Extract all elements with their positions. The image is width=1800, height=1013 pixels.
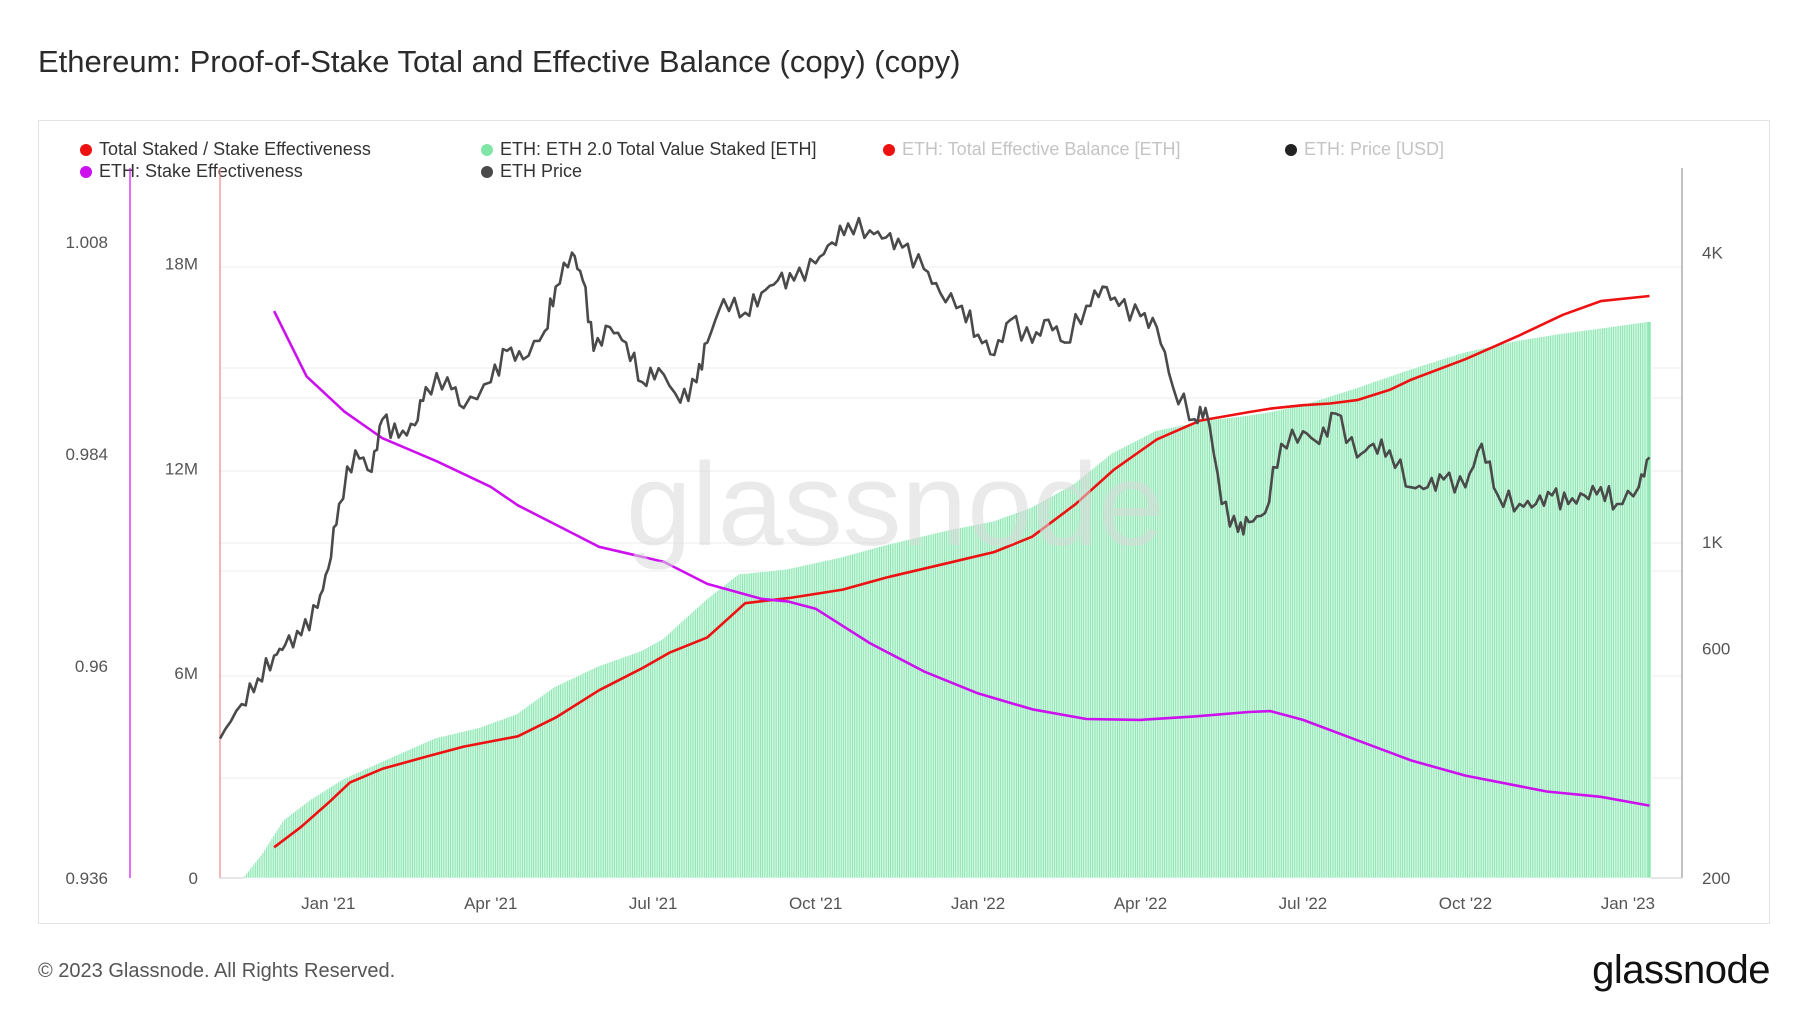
stake-effectiveness-line — [272, 310, 1650, 807]
x-tick-label: Jan '23 — [1601, 894, 1655, 913]
legend-dot-total-staked — [80, 144, 92, 156]
legend-dot-total-value-staked — [481, 144, 493, 156]
effective-balance-line — [273, 294, 1650, 849]
effectiveness-tick-label: 0.984 — [65, 445, 108, 464]
staked-tick-label: 0 — [189, 869, 198, 888]
price-tick-label: 200 — [1702, 869, 1730, 888]
eth-price-line — [218, 216, 1651, 740]
legend-item-total-staked[interactable]: Total Staked / Stake Effectiveness — [80, 139, 371, 160]
legend-item-total-value-staked[interactable]: ETH: ETH 2.0 Total Value Staked [ETH] — [481, 139, 816, 160]
price-tick-label: 1K — [1702, 533, 1723, 552]
legend-dot-stake-effectiveness — [80, 166, 92, 178]
staked-tick-label: 12M — [165, 459, 198, 478]
legend-item-total-effective-balance[interactable]: ETH: Total Effective Balance [ETH] — [883, 139, 1180, 160]
legend-label: ETH Price — [500, 161, 583, 181]
x-tick-label: Oct '22 — [1439, 894, 1492, 913]
staked-bar — [1646, 321, 1652, 879]
legend-label: ETH: ETH 2.0 Total Value Staked [ETH] — [500, 139, 817, 159]
chart-panel — [38, 120, 1770, 924]
legend-label: ETH: Price [USD] — [1304, 139, 1445, 159]
x-tick-label: Jan '22 — [951, 894, 1005, 913]
watermark: glassnode — [626, 439, 1164, 571]
legend-dot-price-usd — [1285, 144, 1297, 156]
x-tick-label: Apr '22 — [1114, 894, 1167, 913]
x-tick-label: Apr '21 — [464, 894, 517, 913]
legend-label: ETH: Total Effective Balance [ETH] — [902, 139, 1181, 159]
effectiveness-tick-label: 1.008 — [65, 233, 108, 252]
staked-tick-label: 18M — [165, 255, 198, 274]
x-tick-label: Oct '21 — [789, 894, 842, 913]
legend-item-stake-effectiveness[interactable]: ETH: Stake Effectiveness — [80, 161, 303, 182]
price-tick-label: 4K — [1702, 244, 1723, 263]
legend-item-price-usd[interactable]: ETH: Price [USD] — [1285, 139, 1444, 160]
price-tick-label: 600 — [1702, 640, 1730, 659]
legend-dot-eth-price — [481, 166, 493, 178]
chart-title: Ethereum: Proof-of-Stake Total and Effec… — [38, 44, 961, 79]
legend-dot-total-effective-balance — [883, 144, 895, 156]
copyright-footer: © 2023 Glassnode. All Rights Reserved. — [38, 960, 396, 982]
glassnode-logo: glassnode — [1592, 948, 1770, 992]
x-tick-label: Jul '21 — [629, 894, 678, 913]
legend-item-eth-price[interactable]: ETH Price — [481, 161, 582, 182]
staked-tick-label: 6M — [174, 664, 198, 683]
effectiveness-tick-label: 0.936 — [65, 869, 108, 888]
x-tick-label: Jan '21 — [301, 894, 355, 913]
legend-label: ETH: Stake Effectiveness — [99, 161, 303, 181]
legend-label: Total Staked / Stake Effectiveness — [99, 139, 371, 159]
x-tick-label: Jul '22 — [1279, 894, 1328, 913]
effectiveness-tick-label: 0.96 — [75, 657, 108, 676]
staked-bars — [243, 321, 1652, 879]
